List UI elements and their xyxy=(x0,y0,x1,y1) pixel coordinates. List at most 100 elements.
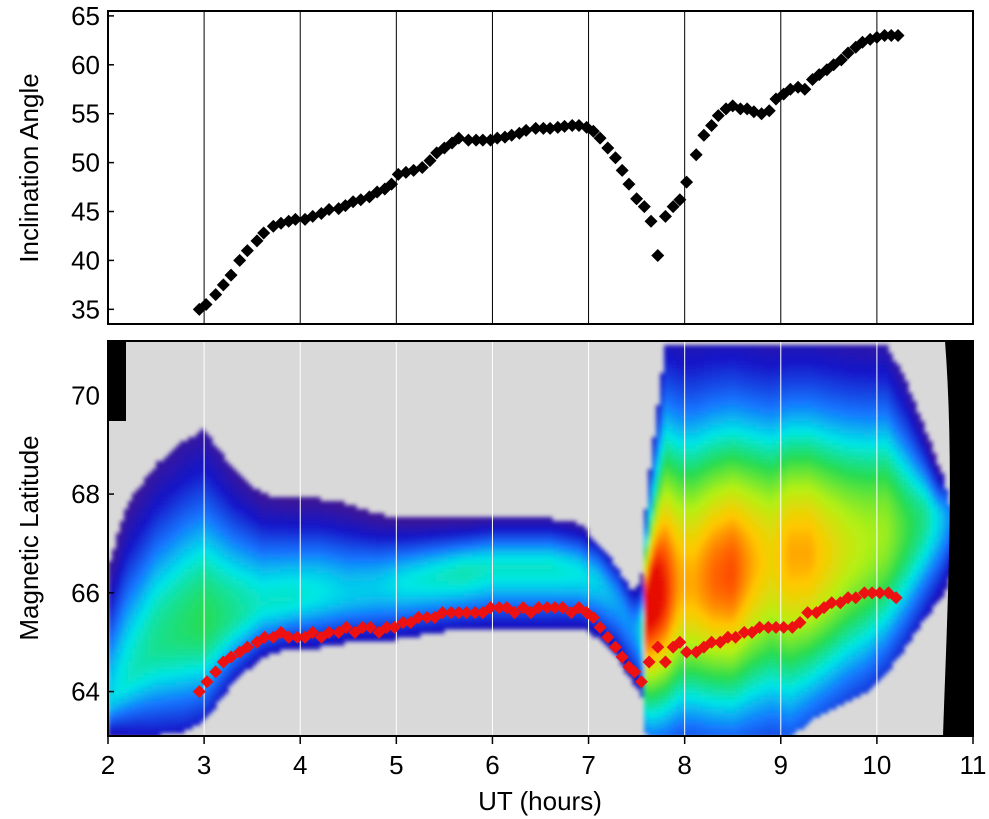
heatmap-cell xyxy=(248,573,253,578)
heatmap-cell xyxy=(292,573,297,578)
heatmap-cell xyxy=(268,541,273,546)
heatmap-cell xyxy=(328,565,333,570)
heatmap-cell xyxy=(144,621,149,626)
heatmap-cell xyxy=(228,673,233,678)
heatmap-cell xyxy=(300,517,305,522)
heatmap-cell xyxy=(332,609,337,614)
heatmap-cell xyxy=(336,537,341,542)
heatmap-cell xyxy=(208,449,213,454)
heatmap-cell xyxy=(332,517,337,522)
heatmap-cell xyxy=(260,509,265,514)
heatmap-cell xyxy=(196,437,201,442)
heatmap-cell xyxy=(256,517,261,522)
heatmap-cell xyxy=(380,617,385,622)
heatmap-cell xyxy=(356,637,361,642)
heatmap-cell xyxy=(256,529,261,534)
heatmap-cell xyxy=(256,601,261,606)
heatmap-cell xyxy=(144,633,149,638)
heatmap-cell xyxy=(560,545,565,550)
heatmap-cell xyxy=(212,517,217,522)
heatmap-cell xyxy=(220,589,225,594)
heatmap-cell xyxy=(200,589,205,594)
heatmap-cell xyxy=(456,593,461,598)
heatmap-cell xyxy=(136,637,141,642)
heatmap-cell xyxy=(256,549,261,554)
heatmap-cell xyxy=(568,617,573,622)
heatmap-cell xyxy=(568,565,573,570)
heatmap-cell xyxy=(552,545,557,550)
heatmap-cell xyxy=(460,517,465,522)
heatmap-cell xyxy=(140,721,145,726)
heatmap-cell xyxy=(216,497,221,502)
heatmap-cell xyxy=(228,597,233,602)
heatmap-cell xyxy=(252,509,257,514)
heatmap-cell xyxy=(456,569,461,574)
heatmap-cell xyxy=(112,657,117,662)
heatmap-cell xyxy=(508,569,513,574)
heatmap-cell xyxy=(296,609,301,614)
heatmap-cell xyxy=(512,617,517,622)
heatmap-cell xyxy=(140,681,145,686)
heatmap-cell xyxy=(160,569,165,574)
heatmap-cell xyxy=(168,601,173,606)
heatmap-cell xyxy=(320,613,325,618)
heatmap-cell xyxy=(160,541,165,546)
heatmap-cell xyxy=(208,609,213,614)
heatmap-cell xyxy=(432,545,437,550)
heatmap-cell xyxy=(344,509,349,514)
heatmap-cell xyxy=(220,509,225,514)
heatmap-cell xyxy=(268,609,273,614)
heatmap-cell xyxy=(396,517,401,522)
heatmap-cell xyxy=(192,481,197,486)
heatmap-cell xyxy=(124,613,129,618)
heatmap-cell xyxy=(168,497,173,502)
heatmap-cell xyxy=(144,681,149,686)
heatmap-cell xyxy=(140,525,145,530)
heatmap-cell xyxy=(548,541,553,546)
heatmap-cell xyxy=(580,553,585,558)
heatmap-cell xyxy=(224,581,229,586)
heatmap-cell xyxy=(180,597,185,602)
heatmap-cell xyxy=(460,557,465,562)
heatmap-cell xyxy=(156,621,161,626)
heatmap-cell xyxy=(204,573,209,578)
heatmap-cell xyxy=(504,537,509,542)
heatmap-cell xyxy=(112,733,117,736)
heatmap-cell xyxy=(136,689,141,694)
heatmap-cell xyxy=(484,521,489,526)
heatmap-cell xyxy=(516,617,521,622)
heatmap-cell xyxy=(120,577,125,582)
heatmap-cell xyxy=(304,513,309,518)
heatmap-cell xyxy=(232,645,237,650)
heatmap-cell xyxy=(228,545,233,550)
heatmap-cell xyxy=(188,465,193,470)
heatmap-cell xyxy=(244,613,249,618)
heatmap-cell xyxy=(496,541,501,546)
heatmap-cell xyxy=(224,633,229,638)
heatmap-cell xyxy=(112,593,117,598)
heatmap-cell xyxy=(112,721,117,726)
heatmap-cell xyxy=(156,717,161,722)
heatmap-cell xyxy=(136,633,141,638)
heatmap-cell xyxy=(132,673,137,678)
heatmap-cell xyxy=(228,493,233,498)
heatmap-cell xyxy=(212,561,217,566)
heatmap-cell xyxy=(200,549,205,554)
heatmap-cell xyxy=(188,725,193,730)
heatmap-cell xyxy=(428,557,433,562)
heatmap-cell xyxy=(524,613,529,618)
heatmap-cell xyxy=(128,685,133,690)
heatmap-cell xyxy=(484,545,489,550)
heatmap-cell xyxy=(232,489,237,494)
heatmap-cell xyxy=(124,717,129,722)
heatmap-cell xyxy=(204,449,209,454)
heatmap-cell xyxy=(140,513,145,518)
heatmap-cell xyxy=(480,585,485,590)
heatmap-cell xyxy=(120,589,125,594)
heatmap-cell xyxy=(240,609,245,614)
heatmap-cell xyxy=(136,549,141,554)
heatmap-cell xyxy=(472,625,477,630)
heatmap-cell xyxy=(532,593,537,598)
heatmap-cell xyxy=(184,725,189,730)
heatmap-cell xyxy=(352,573,357,578)
